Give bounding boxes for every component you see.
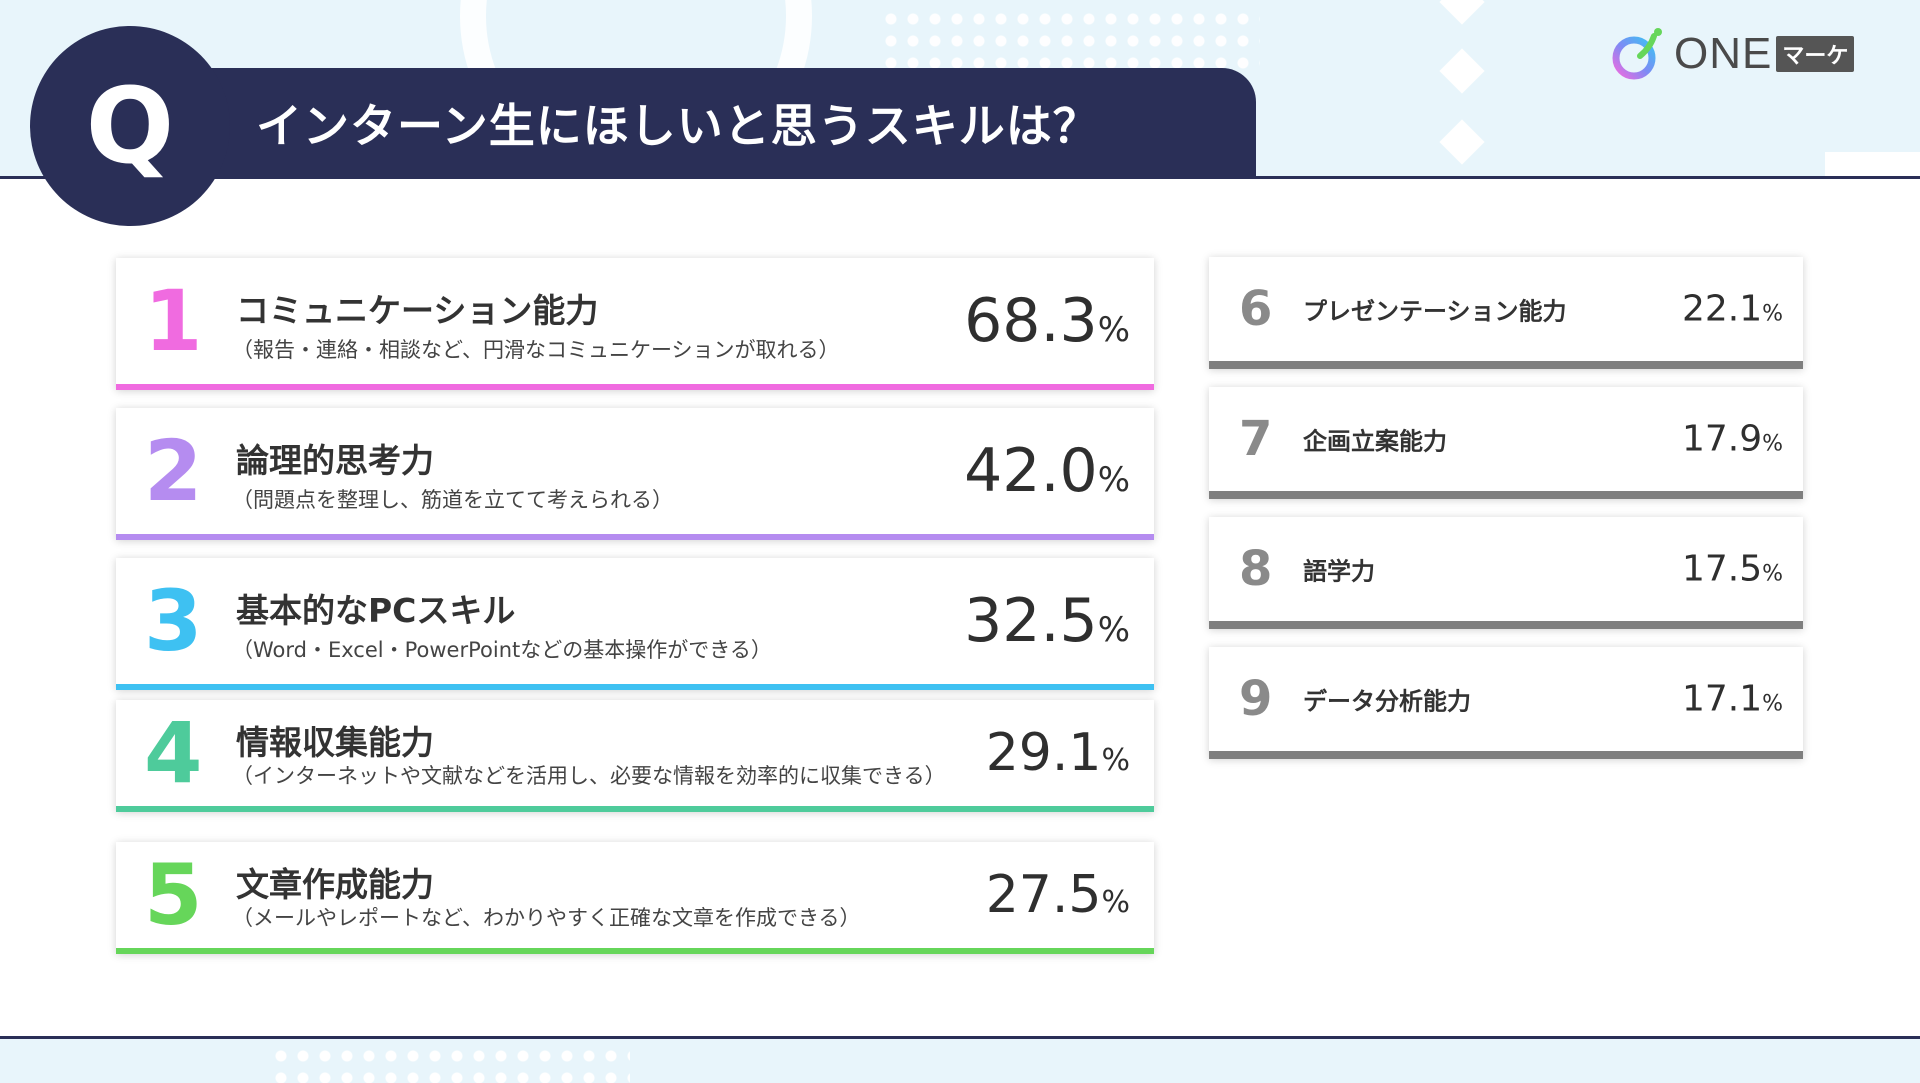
percentage-unit: % xyxy=(1762,691,1783,717)
percentage-unit: % xyxy=(1762,561,1783,587)
skill-name: 基本的なPCスキル xyxy=(236,591,516,630)
percentage-value: 27.5% xyxy=(986,865,1130,925)
logo-text: ONE xyxy=(1674,29,1773,78)
skill-name: 語学力 xyxy=(1303,557,1375,586)
ranking-card: 3 基本的なPCスキル （Word・Excel・PowerPointなどの基本操作が… xyxy=(116,558,1154,690)
skill-name: プレゼンテーション能力 xyxy=(1303,297,1567,326)
percentage-number: 17.9 xyxy=(1681,418,1763,460)
logo-badge: マーケ xyxy=(1776,36,1855,72)
percentage-number: 68.3 xyxy=(964,286,1098,356)
footer-background xyxy=(0,1036,1920,1083)
percentage-unit: % xyxy=(1762,431,1783,457)
ranking-card: 7 企画立案能力 17.9% xyxy=(1209,387,1803,499)
decorative-diamond xyxy=(1439,0,1485,25)
rank-number: 2 xyxy=(144,422,203,520)
rank-number: 9 xyxy=(1239,671,1273,727)
ranking-card: 1 コミュニケーション能力 （報告・連絡・相談など、円滑なコミュニケーションが取れる… xyxy=(116,258,1154,390)
percentage-number: 17.5 xyxy=(1681,548,1763,590)
percentage-number: 42.0 xyxy=(964,436,1098,506)
percentage-value: 17.1% xyxy=(1682,679,1783,720)
ranking-card: 2 論理的思考力 （問題点を整理し、筋道を立てて考えられる） 42.0% xyxy=(116,408,1154,540)
skill-description: （インターネットや文献などを活用し、必要な情報を効率的に収集できる） xyxy=(232,764,946,788)
percentage-value: 29.1% xyxy=(986,723,1130,783)
title-bar: インターン生にほしいと思うスキルは？ xyxy=(150,68,1256,178)
rank-number: 8 xyxy=(1239,541,1273,597)
skill-name: 企画立案能力 xyxy=(1303,427,1447,456)
decorative-diamond xyxy=(1439,48,1485,94)
rank-number: 7 xyxy=(1239,411,1273,467)
decorative-dot-pattern xyxy=(880,8,1260,78)
ranking-card: 6 プレゼンテーション能力 22.1% xyxy=(1209,257,1803,369)
percentage-unit: % xyxy=(1101,743,1130,778)
percentage-value: 22.1% xyxy=(1682,289,1783,330)
one-marke-logo-mark-icon xyxy=(1612,28,1662,80)
percentage-value: 32.5% xyxy=(964,586,1130,656)
question-badge: Q xyxy=(30,26,230,226)
percentage-value: 17.9% xyxy=(1682,419,1783,460)
rank-number: 3 xyxy=(144,572,203,670)
ranking-card: 9 データ分析能力 17.1% xyxy=(1209,647,1803,759)
skill-name: 情報収集能力 xyxy=(236,723,434,762)
decorative-rectangle xyxy=(1825,152,1920,176)
rank-number: 4 xyxy=(144,704,203,802)
ranking-card: 8 語学力 17.5% xyxy=(1209,517,1803,629)
percentage-number: 29.1 xyxy=(985,723,1102,783)
rank-number: 1 xyxy=(144,272,203,370)
percentage-number: 32.5 xyxy=(964,586,1098,656)
decorative-dot-pattern xyxy=(270,1045,630,1083)
skill-description: （メールやレポートなど、わかりやすく正確な文章を作成できる） xyxy=(232,906,861,930)
skill-description: （報告・連絡・相談など、円滑なコミュニケーションが取れる） xyxy=(232,338,840,362)
skill-description: （問題点を整理し、筋道を立てて考えられる） xyxy=(232,488,673,512)
skill-name: 論理的思考力 xyxy=(236,441,434,480)
percentage-unit: % xyxy=(1101,885,1130,920)
brand-logo: ONE マーケ xyxy=(1610,26,1855,82)
percentage-value: 68.3% xyxy=(964,286,1130,356)
percentage-number: 22.1 xyxy=(1681,288,1763,330)
page-title: インターン生にほしいと思うスキルは？ xyxy=(256,99,1100,153)
percentage-value: 17.5% xyxy=(1682,549,1783,590)
decorative-diamond xyxy=(1439,119,1485,165)
ranking-card: 4 情報収集能力 （インターネットや文献などを活用し、必要な情報を効率的に収集できる… xyxy=(116,700,1154,812)
percentage-unit: % xyxy=(1097,610,1130,650)
ranking-card: 5 文章作成能力 （メールやレポートなど、わかりやすく正確な文章を作成できる） 27.… xyxy=(116,842,1154,954)
rank-number: 6 xyxy=(1239,281,1273,337)
percentage-value: 42.0% xyxy=(964,436,1130,506)
percentage-unit: % xyxy=(1097,460,1130,500)
percentage-number: 17.1 xyxy=(1681,678,1763,720)
percentage-unit: % xyxy=(1762,301,1783,327)
percentage-unit: % xyxy=(1097,310,1130,350)
percentage-number: 27.5 xyxy=(985,865,1102,925)
skill-name: コミュニケーション能力 xyxy=(236,291,599,330)
rank-number: 5 xyxy=(144,846,203,944)
question-letter: Q xyxy=(85,65,175,187)
skill-name: データ分析能力 xyxy=(1303,687,1471,716)
skill-description: （Word・Excel・PowerPointなどの基本操作ができる） xyxy=(232,638,772,662)
skill-name: 文章作成能力 xyxy=(236,865,434,904)
